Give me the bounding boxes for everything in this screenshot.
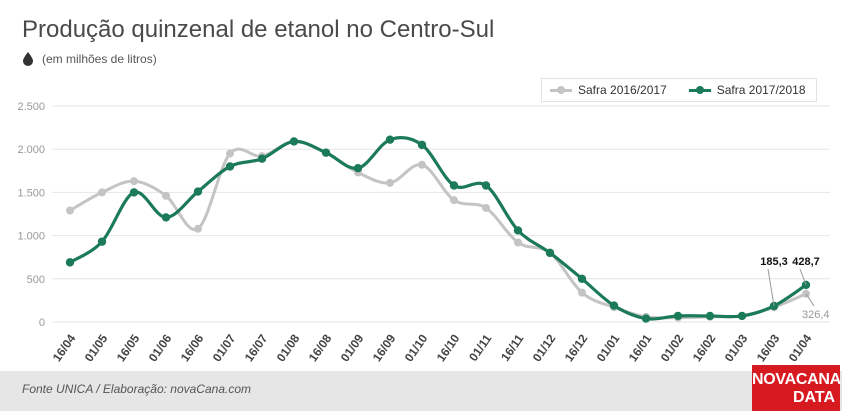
data-point bbox=[129, 188, 139, 197]
x-tick-label: 16/07 bbox=[242, 331, 271, 364]
y-tick-label: 500 bbox=[27, 274, 45, 286]
subtitle-row: (em milhões de litros) bbox=[22, 52, 157, 66]
data-point bbox=[418, 160, 426, 169]
x-tick-label: 01/10 bbox=[402, 331, 431, 364]
data-point bbox=[66, 206, 74, 215]
data-point bbox=[482, 203, 490, 212]
x-tick-label: 01/01 bbox=[594, 331, 623, 364]
x-tick-label: 01/12 bbox=[530, 331, 559, 364]
data-point bbox=[130, 177, 138, 186]
drop-icon bbox=[22, 52, 34, 66]
legend-item-2017: Safra 2017/2018 bbox=[688, 83, 806, 97]
data-point bbox=[353, 164, 363, 173]
data-point bbox=[257, 154, 267, 163]
x-tick-label: 16/09 bbox=[370, 331, 399, 364]
data-label: 185,3 bbox=[760, 256, 788, 268]
data-point bbox=[609, 301, 619, 310]
x-tick-label: 01/03 bbox=[722, 331, 751, 364]
data-point bbox=[161, 213, 171, 222]
data-point bbox=[641, 314, 651, 323]
data-point bbox=[545, 248, 555, 258]
data-point bbox=[289, 137, 299, 146]
data-point bbox=[514, 238, 522, 247]
x-tick-label: 16/12 bbox=[562, 331, 591, 364]
x-tick-label: 16/04 bbox=[50, 331, 79, 364]
data-point bbox=[98, 188, 106, 197]
data-label: 326,4 bbox=[802, 309, 830, 321]
chart-legend: Safra 2016/2017 Safra 2017/2018 bbox=[541, 78, 817, 102]
x-tick-label: 01/06 bbox=[146, 331, 175, 364]
series-line bbox=[68, 136, 808, 321]
data-point bbox=[65, 258, 75, 267]
x-tick-label: 16/06 bbox=[178, 331, 207, 364]
data-point bbox=[737, 311, 747, 321]
data-point bbox=[194, 224, 202, 233]
x-tick-label: 01/08 bbox=[274, 331, 303, 364]
y-tick-label: 0 bbox=[39, 317, 45, 329]
data-point bbox=[705, 311, 715, 321]
data-point bbox=[162, 191, 170, 200]
legend-label-2017: Safra 2017/2018 bbox=[716, 83, 806, 97]
x-tick-label: 16/08 bbox=[306, 331, 335, 364]
y-tick-label: 2.000 bbox=[17, 144, 45, 156]
legend-label-2016: Safra 2016/2017 bbox=[578, 83, 667, 97]
data-point bbox=[577, 274, 587, 283]
label-layer: 326,4 185,3 428,7 bbox=[760, 256, 829, 321]
data-point bbox=[225, 162, 235, 171]
legend-swatch-2017 bbox=[688, 85, 711, 95]
series-2017-2018 bbox=[65, 135, 811, 323]
novacana-data-logo: NOVACANA DATA bbox=[752, 365, 841, 411]
data-point bbox=[578, 288, 586, 297]
logo-line1: NOVACANA bbox=[752, 371, 841, 388]
data-point bbox=[386, 178, 394, 187]
x-tick-label: 16/03 bbox=[754, 331, 783, 364]
data-point bbox=[481, 181, 491, 190]
data-point bbox=[97, 237, 107, 246]
x-tick-label: 16/10 bbox=[434, 331, 463, 364]
x-tick-label: 01/04 bbox=[786, 331, 815, 364]
y-tick-label: 1.500 bbox=[17, 187, 45, 199]
data-point bbox=[449, 181, 459, 190]
y-tick-label: 1.000 bbox=[17, 231, 45, 243]
data-point bbox=[513, 226, 523, 235]
annotation-leader bbox=[805, 293, 815, 307]
page-title: Produção quinzenal de etanol no Centro-S… bbox=[22, 16, 495, 43]
footer: Fonte UNICA / Elaboração: novaCana.com N… bbox=[0, 365, 842, 411]
data-point bbox=[193, 187, 203, 196]
data-point bbox=[385, 135, 395, 144]
x-tick-label: 01/05 bbox=[82, 331, 111, 364]
x-tick-label: 16/01 bbox=[626, 331, 655, 364]
x-tick-label: 16/05 bbox=[114, 331, 143, 364]
data-point bbox=[673, 311, 683, 321]
data-point bbox=[321, 148, 331, 157]
data-label: 428,7 bbox=[792, 256, 820, 268]
legend-item-2016: Safra 2016/2017 bbox=[550, 83, 667, 97]
annotation-leader bbox=[799, 268, 807, 286]
chart-subtitle: (em milhões de litros) bbox=[42, 52, 157, 66]
legend-swatch-2016 bbox=[550, 85, 572, 95]
x-tick-label: 16/02 bbox=[690, 331, 719, 364]
x-tick-label: 01/11 bbox=[466, 331, 494, 363]
source-note: Fonte UNICA / Elaboração: novaCana.com bbox=[22, 382, 252, 396]
x-tick-label: 01/07 bbox=[210, 331, 239, 364]
annotation-leader bbox=[767, 268, 775, 307]
data-point bbox=[450, 196, 458, 205]
x-tick-label: 16/11 bbox=[498, 331, 526, 363]
y-tick-label: 2.500 bbox=[17, 101, 45, 113]
x-tick-label: 01/02 bbox=[658, 331, 687, 364]
logo-line2: DATA bbox=[792, 389, 835, 406]
data-point bbox=[417, 140, 427, 150]
series-layer bbox=[65, 135, 811, 323]
x-tick-label: 01/09 bbox=[338, 331, 367, 364]
data-point bbox=[226, 149, 234, 158]
